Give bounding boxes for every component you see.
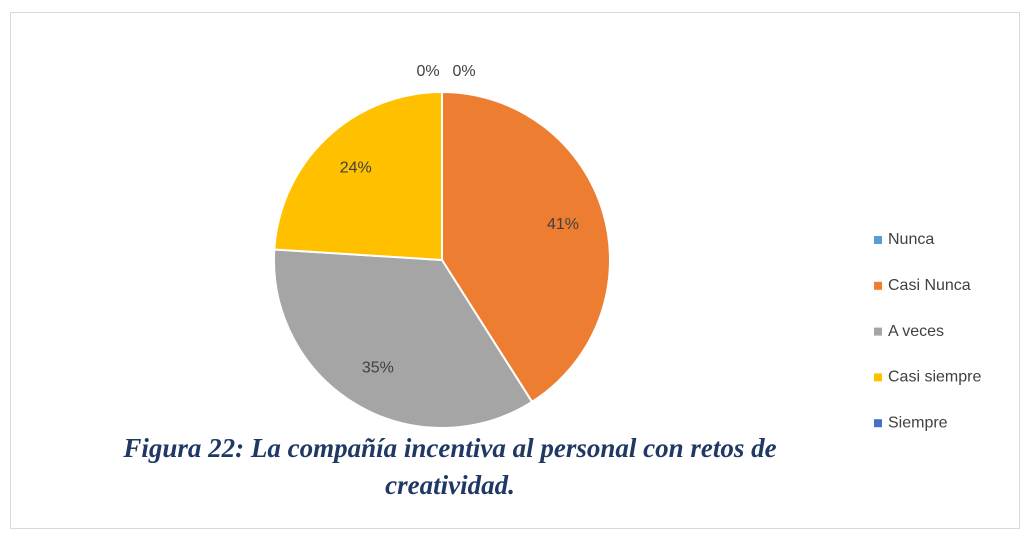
legend-swatch bbox=[874, 236, 882, 244]
legend-label: Siempre bbox=[888, 414, 948, 431]
legend-label: Nunca bbox=[888, 231, 934, 248]
chart-caption: Figura 22: La compañía incentiva al pers… bbox=[123, 433, 777, 500]
data-label: 24% bbox=[340, 159, 372, 176]
pie-slice bbox=[273, 248, 534, 429]
legend-label: Casi Nunca bbox=[888, 277, 971, 294]
pie-slice bbox=[273, 90, 443, 262]
legend-label: A veces bbox=[888, 323, 944, 340]
legend-label: Casi siempre bbox=[888, 369, 981, 386]
legend-swatch bbox=[874, 281, 882, 290]
legend-swatch bbox=[874, 327, 882, 336]
data-label: 41% bbox=[547, 216, 579, 233]
legend-swatch bbox=[874, 373, 882, 382]
data-label: 35% bbox=[362, 360, 394, 377]
legend-swatch bbox=[874, 419, 882, 428]
data-label: 0% bbox=[416, 63, 439, 80]
data-label: 0% bbox=[452, 63, 475, 80]
